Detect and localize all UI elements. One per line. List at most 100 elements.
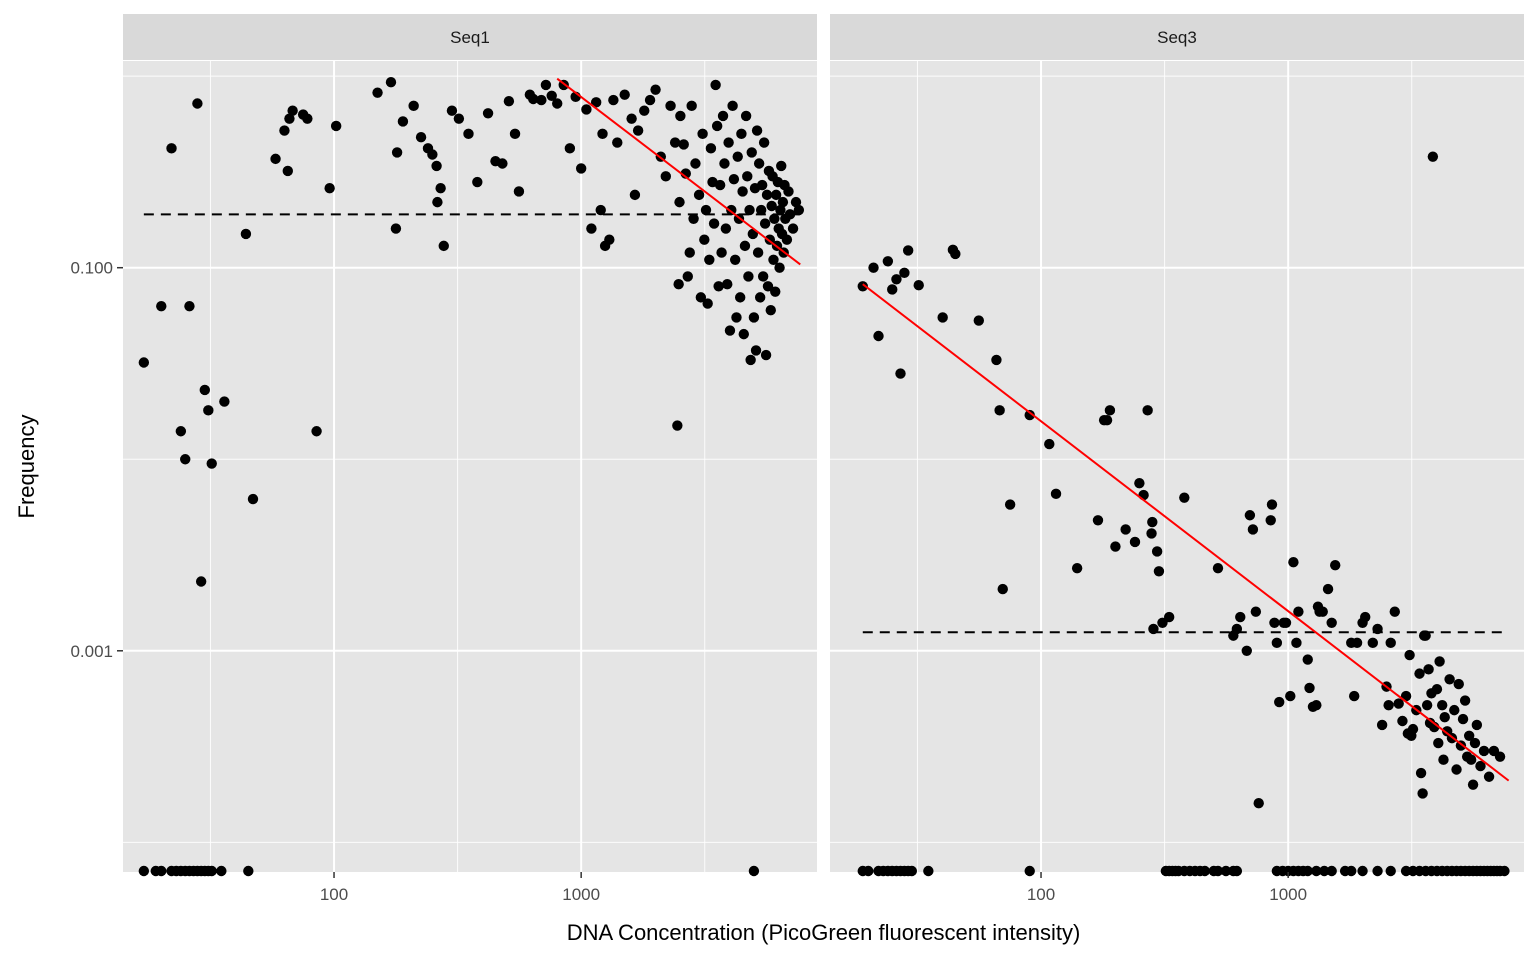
- data-point: [714, 179, 726, 191]
- data-point: [463, 128, 474, 140]
- data-point-zero: [1220, 865, 1232, 877]
- data-point: [1163, 611, 1175, 623]
- data-point: [1274, 696, 1285, 708]
- data-point: [1465, 754, 1477, 765]
- data-point: [857, 281, 868, 292]
- data-point: [1269, 617, 1280, 628]
- data-point: [1415, 767, 1427, 779]
- data-point: [397, 116, 409, 127]
- data-point: [247, 493, 259, 505]
- data-point: [575, 163, 587, 174]
- data-point: [1071, 562, 1083, 574]
- data-point: [784, 209, 796, 220]
- data-point: [528, 93, 539, 105]
- data-point: [723, 137, 734, 148]
- data-point: [586, 223, 597, 234]
- panel-seq3: Seq3 100 1000: [830, 14, 1524, 904]
- x-tick-label: 100: [1027, 885, 1055, 904]
- data-point: [729, 254, 741, 265]
- data-point: [1404, 649, 1415, 661]
- data-point: [1304, 682, 1315, 694]
- data-point: [513, 186, 525, 197]
- data-point: [509, 128, 521, 140]
- data-point: [672, 420, 683, 431]
- data-point: [766, 200, 777, 212]
- data-point: [1138, 489, 1149, 501]
- data-point: [1024, 409, 1035, 421]
- data-point: [743, 271, 754, 282]
- data-point: [432, 196, 443, 208]
- data-point-zero: [748, 865, 760, 877]
- data-point: [728, 173, 740, 185]
- data-point: [1179, 492, 1190, 503]
- data-point: [1265, 515, 1276, 526]
- data-point: [669, 137, 681, 148]
- data-point: [760, 349, 772, 361]
- data-point: [546, 90, 557, 101]
- data-point: [781, 234, 793, 245]
- data-point: [1444, 674, 1455, 685]
- data-point: [1271, 637, 1283, 649]
- data-point: [581, 104, 592, 115]
- data-point-zero: [1499, 865, 1510, 877]
- data-point: [1322, 583, 1334, 595]
- data-point: [1293, 606, 1304, 617]
- data-point: [415, 132, 427, 143]
- data-point: [1146, 528, 1157, 539]
- data-point: [1414, 668, 1425, 679]
- data-point: [762, 281, 774, 292]
- data-point: [740, 110, 752, 122]
- data-point: [722, 279, 733, 290]
- data-point-zero: [1212, 865, 1224, 877]
- data-point: [632, 125, 644, 136]
- data-point: [882, 256, 894, 267]
- data-point: [1151, 546, 1163, 557]
- data-point-zero: [1346, 865, 1357, 877]
- data-point: [1451, 764, 1462, 775]
- data-point: [644, 94, 656, 106]
- data-point: [184, 300, 195, 312]
- data-point: [1110, 541, 1121, 552]
- data-point: [1421, 699, 1433, 711]
- data-point: [180, 454, 191, 465]
- data-point: [1467, 779, 1479, 790]
- data-point: [372, 87, 383, 98]
- data-point: [684, 247, 695, 258]
- data-point: [1393, 698, 1404, 709]
- data-point: [536, 94, 547, 106]
- data-point-zero: [1319, 865, 1330, 877]
- data-point: [711, 120, 723, 132]
- data-point: [385, 77, 397, 88]
- data-point: [991, 354, 1002, 366]
- data-point: [1478, 745, 1490, 757]
- data-point: [758, 137, 770, 148]
- data-point: [787, 223, 799, 234]
- data-point: [950, 248, 961, 260]
- data-point: [738, 328, 749, 340]
- data-point-zero: [906, 865, 918, 877]
- data-point: [595, 204, 606, 216]
- data-point: [1385, 637, 1396, 649]
- data-point: [737, 186, 748, 197]
- facet-strip-label: Seq3: [1157, 28, 1197, 47]
- data-point: [1453, 678, 1464, 690]
- data-point: [1438, 754, 1449, 765]
- data-point: [768, 254, 779, 265]
- data-point: [302, 113, 313, 124]
- data-point: [899, 267, 910, 279]
- panel-background: [830, 61, 1524, 872]
- data-point: [1244, 510, 1256, 521]
- data-point: [552, 98, 563, 109]
- data-point: [732, 151, 743, 162]
- data-point: [626, 113, 637, 124]
- data-point: [895, 368, 906, 379]
- data-point: [503, 96, 515, 107]
- data-point: [1285, 690, 1296, 702]
- data-point: [156, 300, 167, 312]
- data-point: [629, 189, 641, 201]
- data-point: [311, 426, 322, 437]
- data-point: [757, 271, 769, 282]
- data-point: [700, 204, 712, 216]
- data-point: [1212, 562, 1224, 574]
- data-point: [1302, 654, 1313, 665]
